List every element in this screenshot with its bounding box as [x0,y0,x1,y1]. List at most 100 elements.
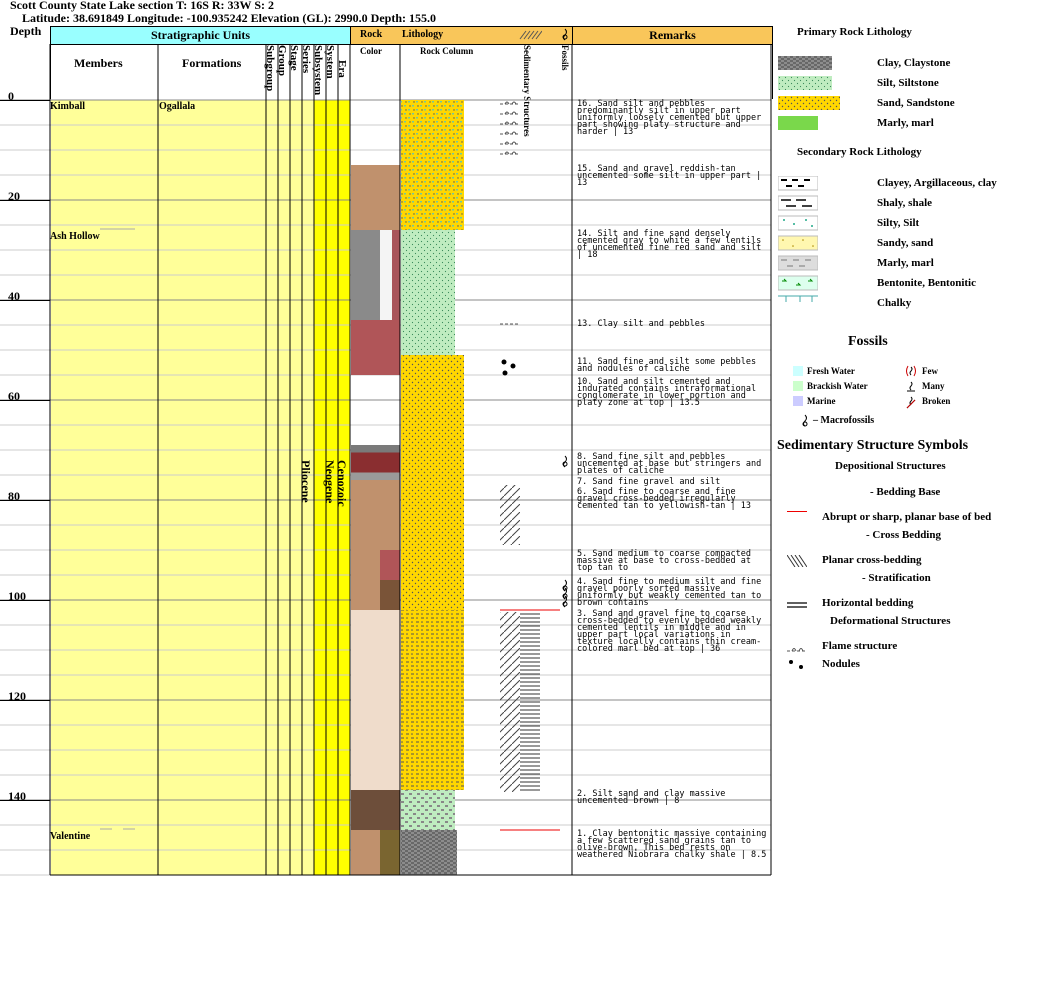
depth-header: Depth [10,24,42,38]
silt-swatch [778,76,832,90]
lithology-interval [401,320,455,355]
remark-text: 8. Sand fine silt and pebbles uncemented… [577,451,767,476]
rock-color-interval [351,610,400,790]
legend-secondary-3: Sandy, sand [877,237,934,249]
cross-bedding-icon [518,28,543,40]
legend-horizontal: Horizontal bedding [822,597,914,609]
cross-bedding [500,612,520,792]
depth-tick-label: 40 [8,289,20,303]
member-label: Ash Hollow [50,231,100,242]
section-title: Scott County State Lake section T: 16S R… [10,0,275,12]
depth-tick-mark [0,400,50,401]
sed-structures-header: Sedimentary Structures [522,45,532,137]
macrofossil-symbol [562,593,568,599]
legend-secondary-2: Silty, Silt [877,217,920,229]
rock-color-interval [351,165,400,230]
rock-color-interval [351,320,400,375]
series-label: Pliocene [299,460,313,503]
remark-text: 13. Clay silt and pebbles [577,319,705,329]
secondary-swatches [777,175,819,310]
legend-stratification: - Stratification [862,572,931,584]
legend-primary-1: Silt, Siltstone [877,77,939,89]
lithology-interval [401,790,455,830]
column-diagram [0,44,772,876]
nodule [510,363,516,369]
legend-depositional: Depositional Structures [835,460,946,472]
remark-text: 10. Sand and silt cemented and indurated… [577,376,762,408]
legend-secondary-4: Marly, marl [877,257,934,269]
flame-structure [504,101,517,105]
rock-color-interval [380,830,400,875]
depth-tick-mark [0,100,50,101]
system-header: System [324,45,336,79]
era-label: Cenozoic [335,460,349,507]
legend-fossil-env-1: Brackish Water [807,381,868,391]
formation-label: Ogallala [159,101,196,112]
macrofossil-symbol [562,601,568,607]
legend-secondary-0: Clayey, Argillaceous, clay [877,177,997,189]
fossils-header: Fossils [560,45,570,71]
legend-primary-3: Marly, marl [877,117,934,129]
depth-tick-mark [0,200,50,201]
remark-text: 15. Sand and gravel reddish-tan uncement… [577,164,767,188]
legend-nodules: Nodules [822,658,860,670]
legend-abrupt: Abrupt or sharp, planar base of bed [822,511,992,523]
lithology-interval [401,830,457,875]
legend-primary-0: Clay, Claystone [877,57,951,69]
planar-cross-symbol [786,554,808,568]
fresh-water-swatch [793,366,803,376]
flame-structure [504,141,517,145]
flame-structure [504,151,517,155]
legend-fossil-abund-0: Few [922,366,938,376]
nodules-symbol [787,657,807,669]
section-coordinates: Latitude: 38.691849 Longitude: -100.9352… [22,11,436,25]
remark-text: 14. Silt and fine sand densely cemented … [577,229,767,260]
horizontal-bedding-symbol [787,598,807,608]
depth-tick-label: 100 [8,589,26,603]
legend-fossil-env-2: Marine [807,396,836,406]
marl-swatch [778,116,818,130]
remark-text: 4. Sand fine to medium silt and fine gra… [577,576,767,608]
strat-units-header: Stratigraphic Units [50,26,351,45]
legend-fossils-title: Fossils [848,334,888,349]
rock-color-interval [351,452,400,473]
marine-swatch [793,396,803,406]
remark-text: 6. Sand fine to coarse and fine gravel c… [577,486,751,511]
lithology-header: Lithology [402,29,444,40]
rock-color-interval [380,230,392,320]
flame-structure [504,131,517,135]
rock-color-interval [380,550,400,580]
depth-tick-label: 120 [8,689,26,703]
series-header: Series [300,45,312,74]
member-label: Kimball [50,101,86,112]
legend-planar-cross: Planar cross-bedding [822,554,922,566]
clay-swatch [778,56,832,70]
depth-tick-mark [0,500,50,501]
system-label: Neogene [323,460,337,504]
macrofossil-symbol [562,585,568,591]
legend-fossil-abund-1: Many [922,381,945,391]
rock-color-interval [351,790,400,830]
depth-tick-mark [0,600,50,601]
rock-color-interval [351,480,400,550]
rock-color-interval [392,230,400,320]
macrofossil-icon [560,27,570,41]
legend-secondary-1: Shaly, shale [877,197,933,209]
subgroup-header: Subgroup [264,45,276,92]
lithology-interval [401,355,464,610]
depth-tick-mark [0,700,50,701]
remark-text: 11. Sand fine and silt some pebbles and … [577,356,762,374]
brackish-water-swatch [793,381,803,391]
legend-fossil-env-0: Fresh Water [807,366,855,376]
sand-swatch [778,96,840,110]
legend-macrofossils: – Macrofossils [813,415,875,426]
depth-tick-mark [0,300,50,301]
rock-color-interval [351,445,400,453]
flame-structure [504,121,517,125]
rock-color-interval [380,580,400,610]
remark-text: 7. Sand fine gravel and silt [577,476,721,487]
legend-secondary-5: Bentonite, Bentonitic [877,277,976,289]
remark-text: 5. Sand medium to coarse compacted massi… [577,549,757,573]
legend-fossil-abund-2: Broken [922,396,951,406]
horizontal-bedding [520,612,540,792]
